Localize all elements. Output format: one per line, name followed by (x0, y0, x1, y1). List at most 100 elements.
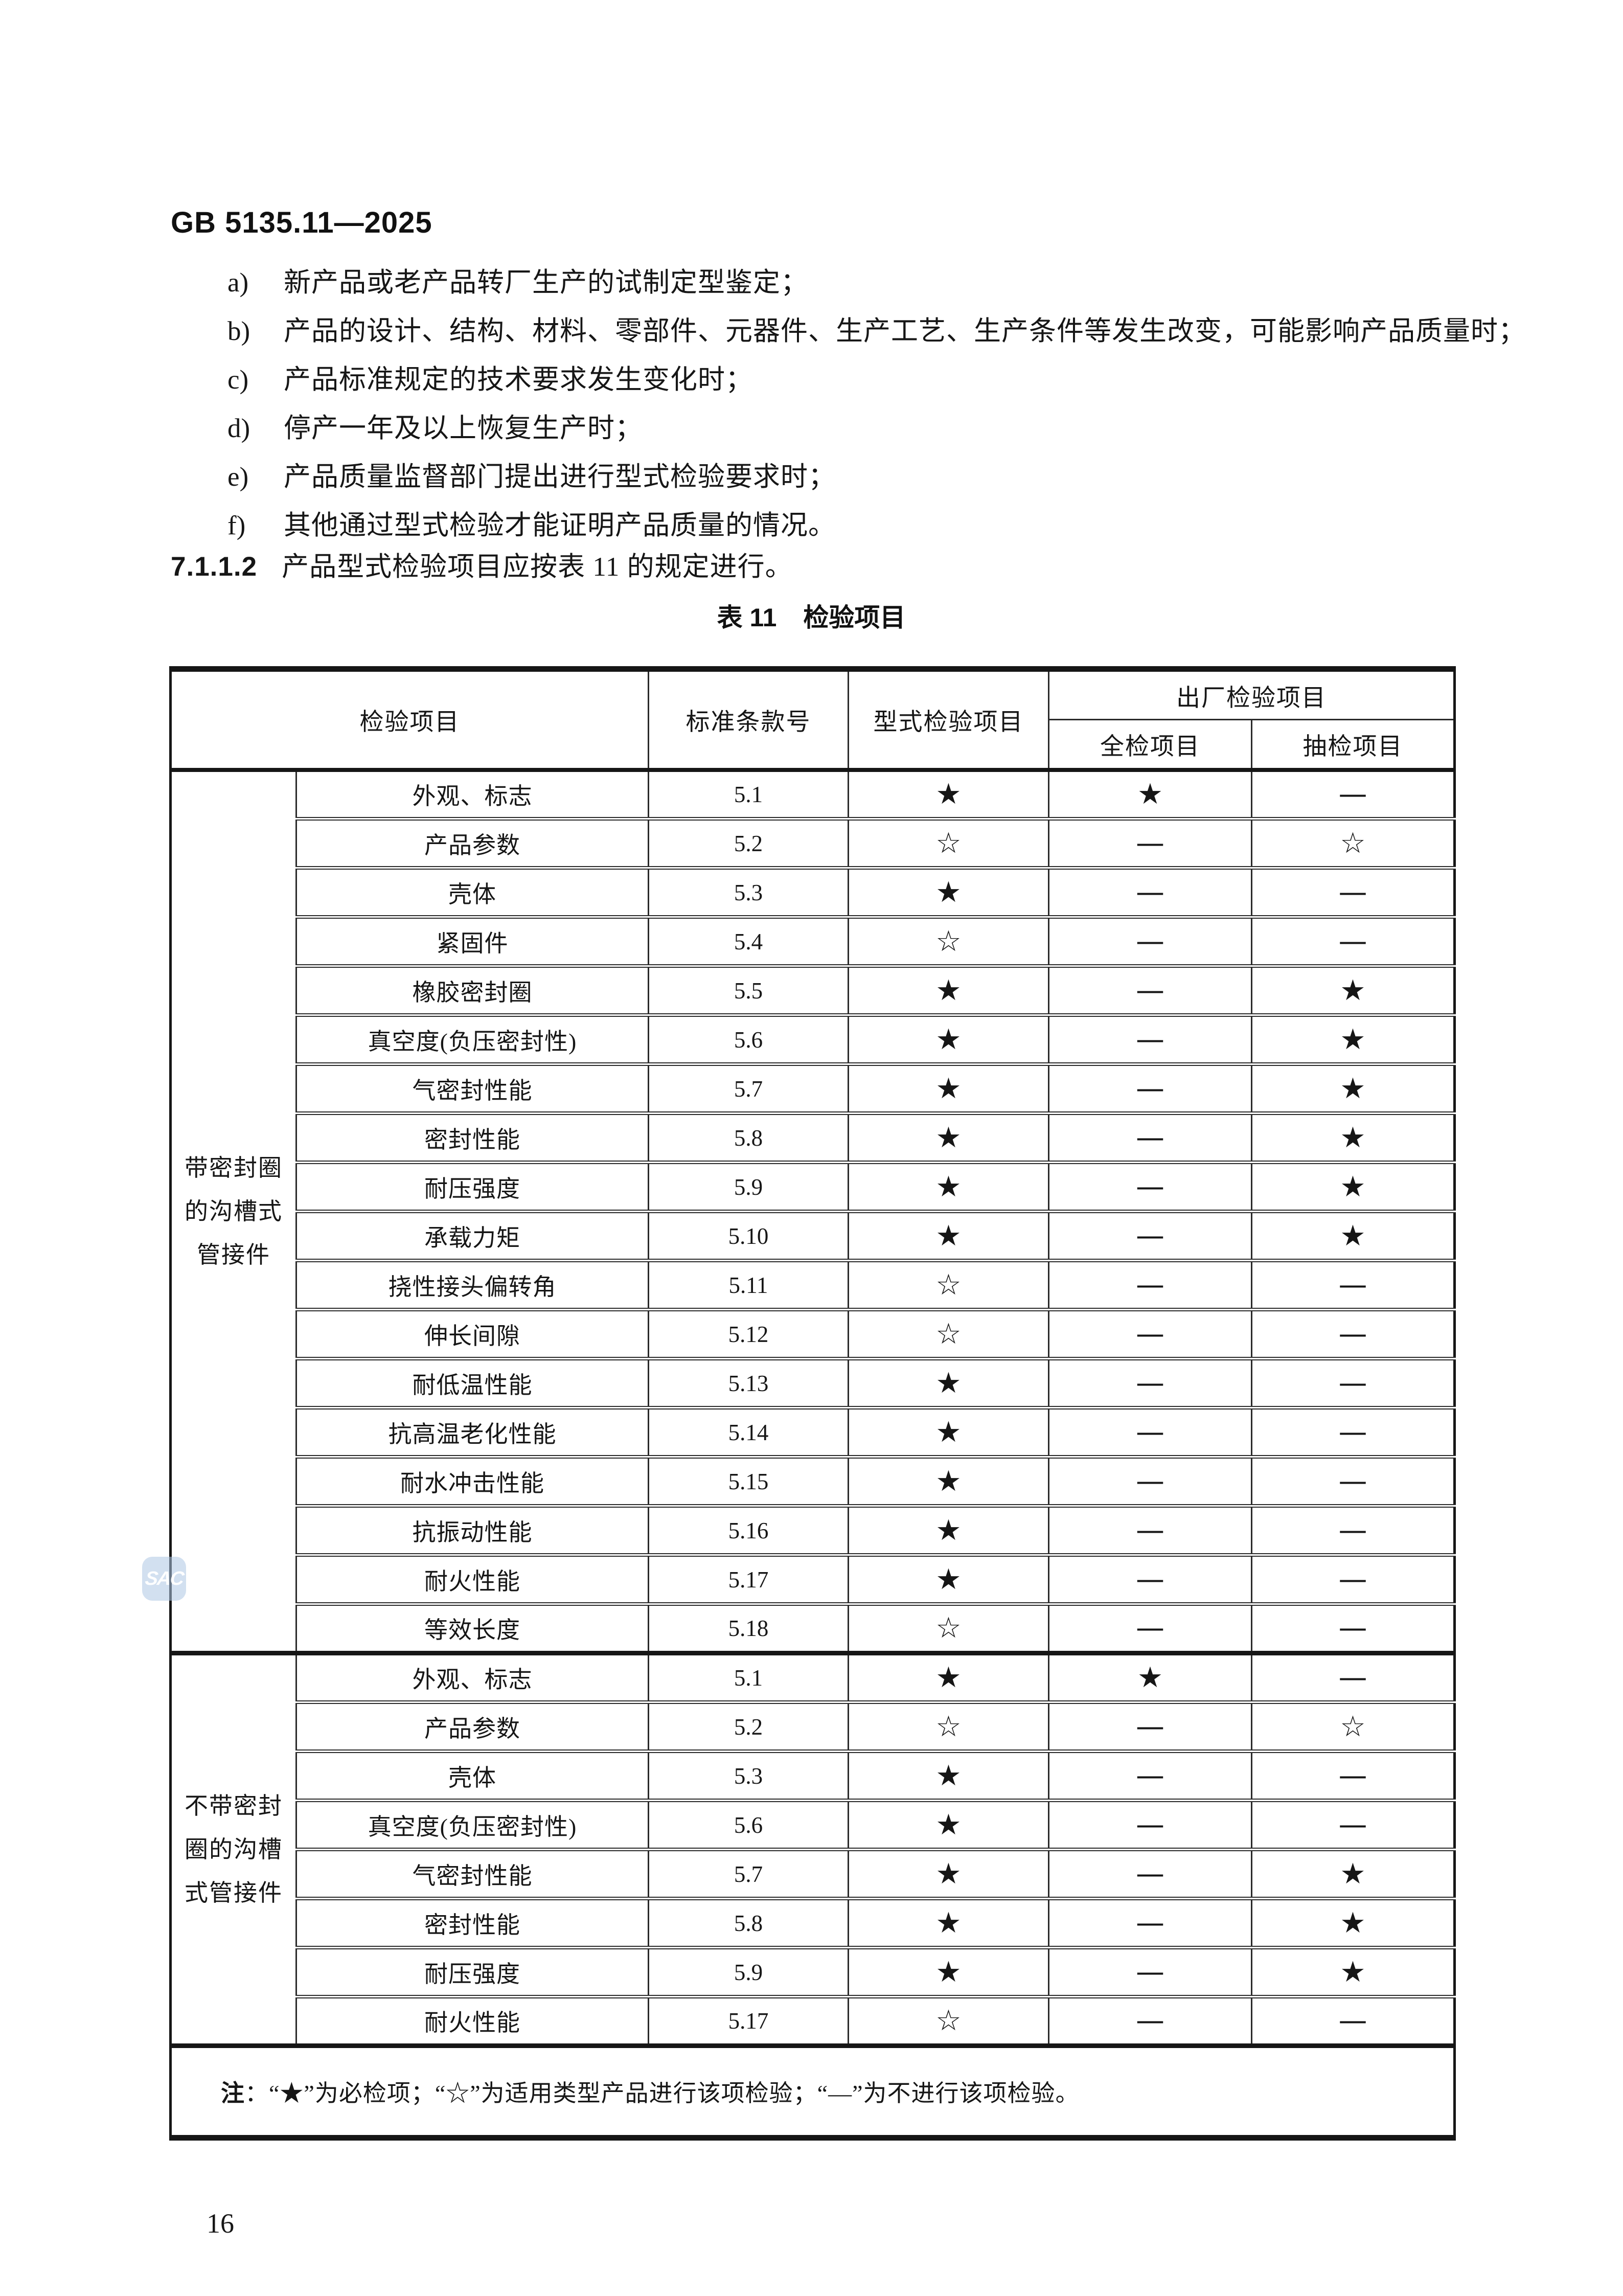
type-test-cell: ★ (848, 1062, 1049, 1113)
page-number: 16 (207, 2208, 234, 2239)
inspection-item-cell: 真空度(负压密封性) (295, 1013, 649, 1064)
inspection-item-cell: 产品参数 (295, 1700, 649, 1752)
clause-item: b) 产品的设计、结构、材料、零部件、元器件、生产工艺、生产条件等发生改变，可能影… (227, 316, 1525, 346)
clause-number-cell: 5.4 (648, 915, 849, 966)
type-test-cell: ☆ (848, 817, 1049, 868)
full-test-cell: — (1048, 1062, 1252, 1113)
table-note: 注：“★”为必检项；“☆”为适用类型产品进行该项检验；“—”为不进行该项检验。 (170, 2043, 1455, 2138)
sampling-test-cell: — (1251, 1995, 1455, 2046)
type-test-cell: ★ (848, 964, 1049, 1015)
clause-number-cell: 5.2 (648, 817, 849, 868)
inspection-item-cell: 耐低温性能 (295, 1357, 649, 1408)
type-test-cell: ★ (848, 866, 1049, 917)
sampling-test-cell: ★ (1251, 1062, 1455, 1113)
clause-7-1-1-2: 7.1.1.2 产品型式检验项目应按表 11 的规定进行。 (171, 552, 793, 582)
inspection-item-cell: 耐压强度 (295, 1161, 649, 1212)
clause-number-cell: 5.7 (648, 1848, 849, 1899)
clause-list: a) 新产品或老产品转厂生产的试制定型鉴定； b) 产品的设计、结构、材料、零部件、元… (227, 268, 1525, 560)
table-row: 耐压强度 5.9 ★ — ★ (171, 1946, 1455, 1997)
full-test-cell: — (1048, 1995, 1252, 2046)
inspection-item-cell: 橡胶密封圈 (295, 964, 649, 1015)
inspection-item-cell: 密封性能 (295, 1111, 649, 1163)
clause-text: 产品型式检验项目应按表 11 的规定进行。 (282, 552, 793, 582)
clause-number-cell: 5.9 (648, 1946, 849, 1997)
clause-item-label: b) (227, 316, 250, 346)
table-row: 真空度(负压密封性) 5.6 ★ — — (171, 1799, 1455, 1850)
inspection-item-cell: 抗高温老化性能 (295, 1406, 649, 1457)
sampling-test-header: 抽检项目 (1251, 719, 1455, 772)
clause-number-cell: 5.12 (648, 1308, 849, 1359)
table-row: 耐火性能 5.17 ☆ — — (171, 1995, 1455, 2046)
full-test-cell: — (1048, 964, 1252, 1015)
table-row: 抗振动性能 5.16 ★ — — (171, 1504, 1455, 1555)
sampling-test-cell: ★ (1251, 1897, 1455, 1948)
full-test-cell: ★ (1048, 769, 1252, 819)
clause-item-text: 其他通过型式检验才能证明产品质量的情况。 (284, 511, 836, 540)
table-row: 承载力矩 5.10 ★ — ★ (171, 1210, 1455, 1261)
table-row: 壳体 5.3 ★ — — (171, 866, 1455, 917)
sampling-test-cell: ★ (1251, 1946, 1455, 1997)
clause-number-cell: 5.1 (648, 1651, 849, 1702)
clause-item: f) 其他通过型式检验才能证明产品质量的情况。 (227, 511, 1465, 540)
clause-number-cell: 5.9 (648, 1161, 849, 1212)
inspection-table-body: 带密封圈 的沟槽式 管接件 外观、标志 5.1 ★ ★ — 产品参数 5.2 ☆ — ☆ 壳体 5.3 ★… (170, 769, 1455, 2046)
clause-number-cell: 5.6 (648, 1013, 849, 1064)
full-test-cell: — (1048, 1504, 1252, 1555)
sampling-test-cell: — (1251, 1259, 1455, 1310)
clause-item-text: 新产品或老产品转厂生产的试制定型鉴定； (284, 268, 808, 298)
clause-number-cell: 5.8 (648, 1897, 849, 1948)
table-caption: 表 11 检验项目 (169, 597, 1453, 634)
sampling-test-cell: ★ (1251, 1210, 1455, 1261)
table-row: 耐火性能 5.17 ★ — — (171, 1553, 1455, 1604)
clause-number-cell: 5.7 (648, 1062, 849, 1113)
table-row: 耐水冲击性能 5.15 ★ — — (171, 1455, 1455, 1506)
inspection-item-cell: 耐火性能 (295, 1995, 649, 2046)
inspection-item-cell: 抗振动性能 (295, 1504, 649, 1555)
clause-number-cell: 5.17 (648, 1995, 849, 2046)
type-test-header: 型式检验项目 (848, 669, 1049, 772)
full-test-cell: — (1048, 1749, 1252, 1801)
sampling-test-cell: — (1251, 1357, 1455, 1408)
clause-item-label: d) (227, 414, 250, 443)
type-test-cell: ★ (848, 769, 1049, 819)
table-row: 气密封性能 5.7 ★ — ★ (171, 1062, 1455, 1113)
inspection-table-header: 检验项目 标准条款号 型式检验项目 出厂检验项目 全检项目 抽检项目 (170, 669, 1455, 772)
clause-number-cell: 5.3 (648, 1749, 849, 1801)
sampling-test-cell: ★ (1251, 964, 1455, 1015)
sampling-test-cell: ★ (1251, 1161, 1455, 1212)
type-test-cell: ★ (848, 1946, 1049, 1997)
clause-item-text: 停产一年及以上恢复生产时； (284, 414, 643, 443)
table-row: 不带密封 圈的沟槽 式管接件 外观、标志 5.1 ★ ★ — (170, 1651, 1455, 2046)
type-test-cell: ★ (848, 1161, 1049, 1212)
table-row: 耐压强度 5.9 ★ — ★ (171, 1161, 1455, 1212)
table-row: 产品参数 5.2 ☆ — ☆ (171, 1700, 1455, 1752)
full-test-cell: — (1048, 1455, 1252, 1506)
type-test-cell: ★ (848, 1749, 1049, 1801)
full-test-cell: — (1048, 866, 1252, 917)
full-test-cell: — (1048, 1602, 1252, 1653)
clause-number: 7.1.1.2 (171, 552, 258, 582)
sampling-test-cell: — (1251, 866, 1455, 917)
clause-item-text: 产品质量监督部门提出进行型式检验要求时； (284, 462, 836, 492)
inspection-item-cell: 耐水冲击性能 (295, 1455, 649, 1506)
full-test-cell: — (1048, 1210, 1252, 1261)
table-row: 密封性能 5.8 ★ — ★ (171, 1897, 1455, 1948)
clause-number-cell: 5.5 (648, 964, 849, 1015)
table-row: 耐低温性能 5.13 ★ — — (171, 1357, 1455, 1408)
inspection-item-cell: 外观、标志 (295, 769, 649, 819)
clause-number-header: 标准条款号 (648, 669, 849, 772)
clause-number-cell: 5.13 (648, 1357, 849, 1408)
sampling-test-cell: — (1251, 1602, 1455, 1653)
sampling-test-cell: — (1251, 769, 1455, 819)
clause-number-cell: 5.3 (648, 866, 849, 917)
inspection-item-cell: 等效长度 (295, 1602, 649, 1653)
inspection-table-footer: 注：“★”为必检项；“☆”为适用类型产品进行该项检验；“—”为不进行该项检验。 (170, 2043, 1455, 2138)
full-test-cell: — (1048, 1308, 1252, 1359)
clause-item-label: f) (227, 511, 246, 540)
full-test-cell: — (1048, 1111, 1252, 1163)
product-group-label: 不带密封 圈的沟槽 式管接件 (170, 1651, 297, 2046)
note-row: 注：“★”为必检项；“☆”为适用类型产品进行该项检验；“—”为不进行该项检验。 (170, 2043, 1455, 2138)
type-test-cell: ★ (848, 1848, 1049, 1899)
clause-number-cell: 5.1 (648, 769, 849, 819)
